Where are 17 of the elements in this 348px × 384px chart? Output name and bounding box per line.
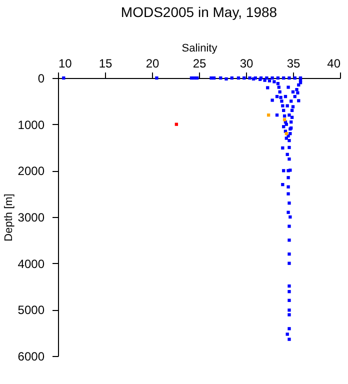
y-tick-label: 4000 (18, 256, 45, 271)
y-tick-label: 0 (38, 72, 45, 86)
x-tick-label: 20 (146, 56, 160, 70)
y-tick-label: 2000 (18, 164, 45, 178)
y-tick-label: 5000 (18, 303, 45, 318)
x-tick-label: 30 (240, 56, 254, 70)
y-tick-label: 6000 (18, 350, 45, 364)
x-tick-label: 25 (192, 56, 206, 70)
x-tick-label: 10 (58, 56, 72, 70)
y-tick-label: 1000 (18, 118, 45, 132)
y-tick-label: 3000 (18, 210, 45, 224)
x-tick-label: 40 (327, 56, 341, 70)
x-tick-label: 15 (98, 56, 112, 70)
x-tick-label: 35 (286, 56, 300, 70)
x-axis-title: Salinity (182, 42, 218, 54)
y-axis-title: Depth [m] (2, 194, 15, 242)
chart-title: MODS2005 in May, 1988 (120, 4, 278, 20)
